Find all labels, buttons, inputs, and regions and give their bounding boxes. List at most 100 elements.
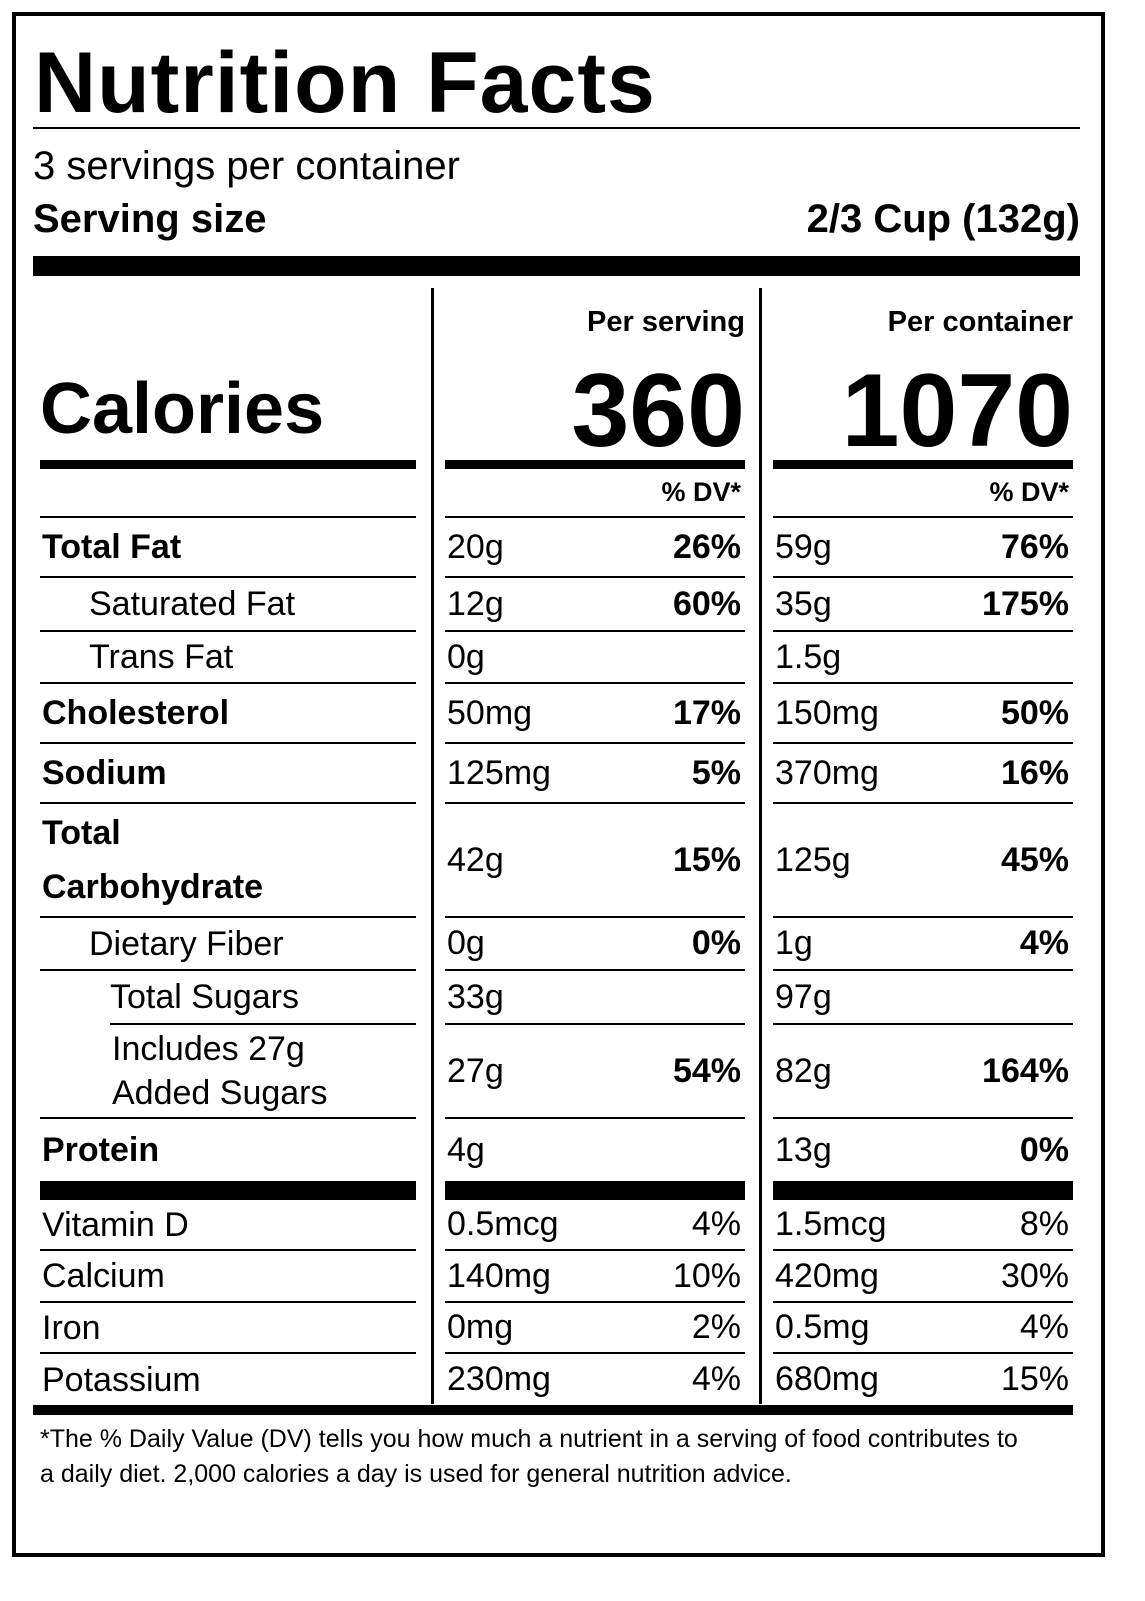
amount: 1.5g	[775, 637, 842, 676]
value-cell: 59g 76%	[773, 518, 1073, 578]
value-cell: 680mg 15%	[773, 1354, 1073, 1405]
thick-rule	[445, 460, 745, 469]
amount: 50mg	[447, 693, 533, 732]
value-cell: 1g 4%	[773, 918, 1073, 971]
nutrient-name: Calcium	[42, 1257, 165, 1295]
thick-rule	[40, 460, 416, 469]
nutrient-name: Protein	[42, 1131, 160, 1169]
value-cell: 20g 26%	[445, 518, 745, 578]
daily-value: 10%	[672, 1256, 741, 1295]
serving-size-label: Serving size	[33, 197, 267, 241]
nutrient-name-cell: Calcium	[40, 1251, 416, 1303]
daily-value: 4%	[1019, 924, 1069, 962]
label-border	[12, 12, 1105, 1557]
dv-header: % DV*	[989, 477, 1069, 507]
nutrient-name-cell: Cholesterol	[40, 684, 416, 744]
amount: 35g	[775, 584, 832, 623]
amount: 140mg	[447, 1256, 551, 1295]
nutrient-name-cell: Potassium	[40, 1354, 416, 1405]
amount: 4g	[447, 1130, 485, 1169]
daily-value: 26%	[672, 527, 741, 566]
dv-header-cell	[40, 469, 416, 518]
column-header: Per serving	[587, 306, 745, 338]
daily-value: 4%	[691, 1360, 741, 1398]
amount: 0.5mg	[775, 1308, 870, 1346]
amount: 42g	[447, 840, 504, 879]
nutrient-name: Total Sugars	[110, 978, 299, 1016]
daily-value: 164%	[982, 1051, 1069, 1090]
daily-value: 4%	[1019, 1308, 1069, 1346]
dv-header: % DV*	[661, 477, 741, 507]
value-cell: 12g 60%	[445, 578, 745, 632]
column-divider	[759, 288, 762, 1404]
amount: 0.5mcg	[447, 1205, 559, 1243]
daily-value: 45%	[1000, 840, 1069, 879]
serving-size: 2/3 Cup (132g)	[806, 197, 1080, 241]
value-cell: 370mg 16%	[773, 744, 1073, 804]
value-cell: 82g 164%	[773, 1025, 1073, 1119]
daily-value: 17%	[672, 693, 741, 732]
nutrient-name-cell: Vitamin D	[40, 1200, 416, 1251]
nutrient-name-cell: Protein	[40, 1119, 416, 1181]
nutrient-name: Trans Fat	[89, 638, 234, 676]
value-cell: 13g 0%	[773, 1119, 1073, 1181]
nutrient-name: Iron	[42, 1308, 101, 1347]
value-cell: 140mg 10%	[445, 1251, 745, 1303]
daily-value: 30%	[1000, 1256, 1069, 1295]
thick-rule	[773, 460, 1073, 469]
daily-value: 15%	[1000, 1360, 1069, 1398]
value-cell: 0.5mcg 4%	[445, 1200, 745, 1251]
daily-value: 76%	[1000, 527, 1069, 566]
daily-value: 54%	[672, 1051, 741, 1090]
nutrient-name-cell: Total Sugars	[110, 971, 416, 1025]
nutrient-name-cell: Sodium	[40, 744, 416, 804]
value-cell: 4g	[445, 1119, 745, 1181]
amount: 20g	[447, 527, 504, 566]
daily-value: 15%	[672, 840, 741, 879]
name-line: Added Sugars	[112, 1074, 328, 1112]
thick-rule	[33, 256, 1080, 276]
nutrient-name-cell: Total Fat	[40, 518, 416, 578]
amount: 82g	[775, 1051, 832, 1090]
amount: 1.5mcg	[775, 1205, 887, 1243]
amount: 1g	[775, 924, 813, 962]
nutrient-name: Total Fat	[42, 528, 182, 566]
daily-value: 0%	[691, 924, 741, 962]
rule	[33, 127, 1080, 129]
nutrient-name: Dietary Fiber	[89, 924, 284, 963]
amount: 59g	[775, 527, 832, 566]
nutrient-name: Total Carbohydrate	[42, 806, 263, 914]
value-cell: 125mg 5%	[445, 744, 745, 804]
value-cell: 0g	[445, 632, 745, 684]
calories-value: 360	[571, 353, 745, 469]
amount: 125g	[775, 840, 851, 879]
daily-value: 8%	[1019, 1205, 1069, 1243]
value-cell: 420mg 30%	[773, 1251, 1073, 1303]
amount: 680mg	[775, 1360, 879, 1398]
calories-value: 1070	[841, 353, 1073, 469]
daily-value: 16%	[1000, 753, 1069, 792]
nutrient-name-cell: Includes 27g Added Sugars	[40, 1025, 416, 1119]
amount: 12g	[447, 584, 504, 623]
value-cell: 1.5g	[773, 632, 1073, 684]
value-cell: 97g	[773, 971, 1073, 1025]
value-cell: 0g 0%	[445, 918, 745, 971]
value-cell: 0.5mg 4%	[773, 1303, 1073, 1354]
value-cell: 42g 15%	[445, 804, 745, 918]
nutrient-name: Sodium	[42, 754, 167, 792]
nutrient-name-cell: Saturated Fat	[40, 578, 416, 632]
column-header: Per container	[887, 306, 1073, 338]
amount: 420mg	[775, 1256, 879, 1295]
amount: 0g	[447, 637, 485, 676]
value-cell: 150mg 50%	[773, 684, 1073, 744]
amount: 230mg	[447, 1360, 551, 1398]
daily-value: 2%	[691, 1308, 741, 1346]
nutrient-name: Includes 27g Added Sugars	[112, 1027, 328, 1115]
daily-value: 0%	[1019, 1130, 1069, 1169]
daily-value: 5%	[691, 753, 741, 792]
amount: 150mg	[775, 693, 879, 732]
amount: 125mg	[447, 753, 551, 792]
thick-rule	[773, 1181, 1073, 1200]
daily-value: 50%	[1000, 693, 1069, 732]
